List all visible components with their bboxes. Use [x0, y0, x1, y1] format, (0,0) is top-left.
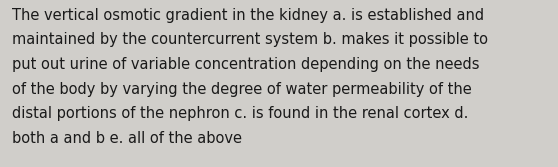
Text: of the body by varying the degree of water permeability of the: of the body by varying the degree of wat… [12, 82, 472, 97]
Text: put out urine of variable concentration depending on the needs: put out urine of variable concentration … [12, 57, 480, 72]
Text: distal portions of the nephron c. is found in the renal cortex d.: distal portions of the nephron c. is fou… [12, 106, 469, 121]
Text: both a and b e. all of the above: both a and b e. all of the above [12, 131, 242, 146]
Text: maintained by the countercurrent system b. makes it possible to: maintained by the countercurrent system … [12, 32, 488, 47]
Text: The vertical osmotic gradient in the kidney a. is established and: The vertical osmotic gradient in the kid… [12, 8, 484, 23]
